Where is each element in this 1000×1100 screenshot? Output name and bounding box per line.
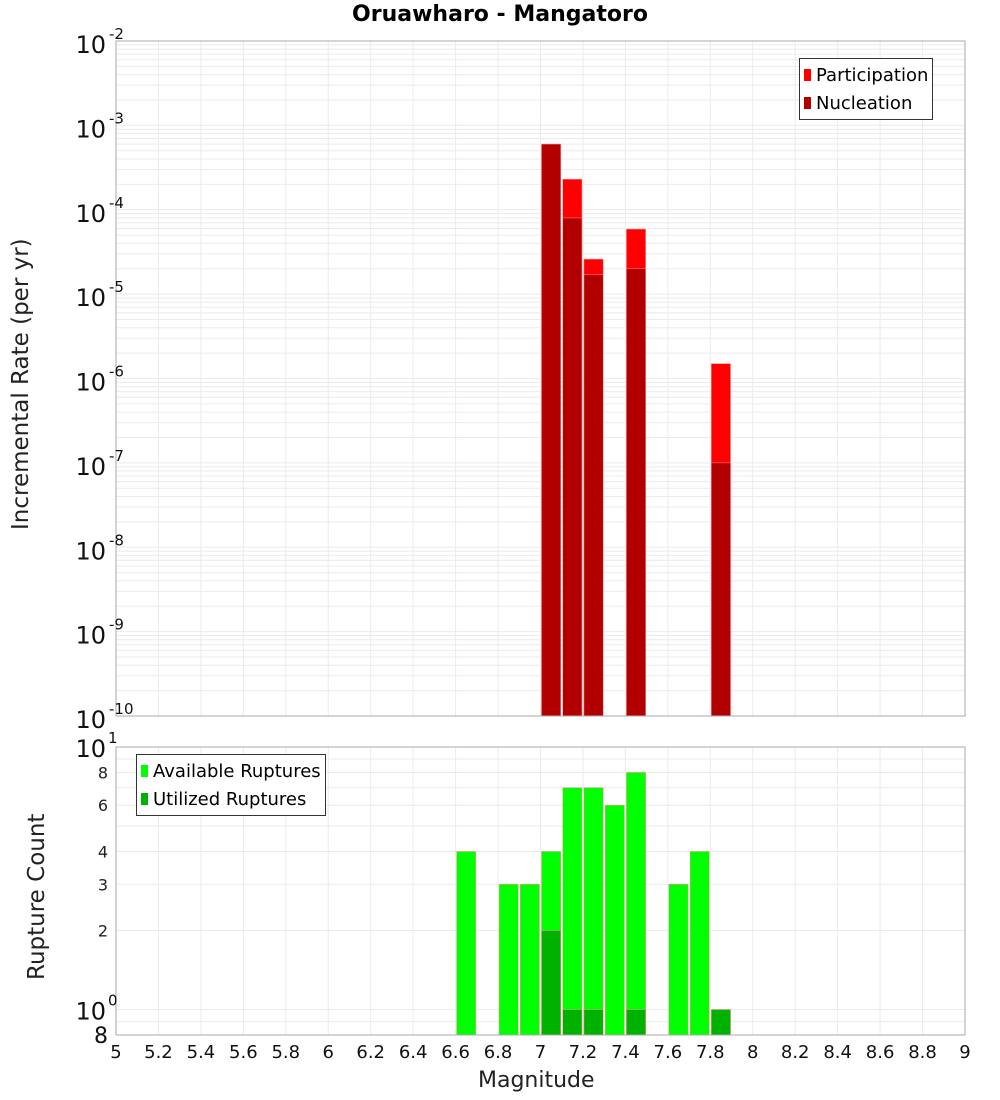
bar [604, 804, 625, 1036]
svg-text:10: 10 [75, 200, 106, 228]
svg-text:10: 10 [75, 706, 106, 734]
top-y-axis-label: Incremental Rate (per yr) [8, 238, 34, 530]
bar [626, 1009, 646, 1036]
svg-text:10: 10 [75, 622, 106, 650]
legend-label: Participation [816, 64, 929, 86]
bar [562, 787, 583, 1036]
utilized-swatch [141, 793, 148, 805]
svg-text:5.6: 5.6 [229, 1042, 258, 1063]
svg-text:0: 0 [108, 992, 118, 1010]
svg-text:10: 10 [75, 537, 106, 565]
svg-text:-6: -6 [109, 363, 124, 381]
bar [520, 884, 540, 1036]
available-swatch [141, 765, 148, 777]
svg-text:8: 8 [747, 1042, 758, 1063]
svg-text:10: 10 [75, 284, 106, 312]
bar [562, 217, 583, 717]
svg-text:8.4: 8.4 [823, 1042, 852, 1063]
svg-text:-8: -8 [109, 531, 124, 549]
bar [541, 930, 561, 1036]
svg-text:7.8: 7.8 [696, 1042, 725, 1063]
x-axis-label: Magnitude [478, 1068, 595, 1093]
svg-text:5.8: 5.8 [271, 1042, 300, 1063]
participation-swatch [804, 69, 811, 81]
svg-text:9: 9 [959, 1042, 970, 1063]
svg-text:7.4: 7.4 [611, 1042, 640, 1063]
svg-text:6.2: 6.2 [356, 1042, 385, 1063]
svg-text:8.2: 8.2 [781, 1042, 810, 1063]
svg-text:7.2: 7.2 [569, 1042, 598, 1063]
bar [498, 884, 519, 1036]
bar [711, 462, 731, 717]
svg-text:10: 10 [75, 369, 106, 397]
legend-label: Available Ruptures [153, 760, 321, 782]
legend-label: Utilized Ruptures [153, 788, 307, 810]
svg-text:1: 1 [108, 729, 118, 747]
svg-text:8: 8 [98, 763, 108, 782]
svg-text:10: 10 [75, 115, 106, 143]
svg-text:6.8: 6.8 [484, 1042, 513, 1063]
legend-item-available: Available Ruptures [141, 757, 321, 785]
bar [541, 143, 561, 717]
bar [562, 1009, 583, 1036]
svg-text:6: 6 [323, 1042, 334, 1063]
svg-text:6.6: 6.6 [441, 1042, 470, 1063]
svg-text:-9: -9 [109, 616, 124, 634]
svg-text:-10: -10 [109, 700, 134, 718]
bar [711, 1009, 731, 1036]
svg-text:10: 10 [75, 998, 106, 1026]
legend-item-nucleation: Nucleation [804, 89, 928, 117]
chart-title: Oruawharo - Mangatoro [352, 2, 648, 27]
bottom-y-axis-label: Rupture Count [24, 813, 50, 980]
svg-text:-7: -7 [109, 447, 124, 465]
top-legend: Participation Nucleation [799, 58, 934, 120]
bottom-legend: Available Ruptures Utilized Ruptures [136, 754, 326, 816]
svg-text:-5: -5 [109, 278, 124, 296]
svg-text:3: 3 [98, 875, 108, 894]
svg-text:8.6: 8.6 [866, 1042, 895, 1063]
svg-text:8.8: 8.8 [908, 1042, 937, 1063]
svg-text:6: 6 [98, 796, 108, 815]
svg-text:10: 10 [75, 31, 106, 59]
svg-text:10: 10 [75, 453, 106, 481]
bar [583, 787, 604, 1036]
bar [583, 274, 604, 717]
bar [583, 1009, 604, 1036]
bar [668, 884, 689, 1036]
svg-text:5: 5 [110, 1042, 121, 1063]
svg-text:2: 2 [98, 922, 108, 941]
svg-text:7: 7 [535, 1042, 546, 1063]
svg-text:10: 10 [75, 735, 106, 763]
svg-text:6.4: 6.4 [399, 1042, 428, 1063]
nucleation-swatch [804, 97, 811, 109]
legend-item-participation: Participation [804, 61, 928, 89]
svg-text:-2: -2 [109, 25, 124, 43]
legend-label: Nucleation [816, 92, 913, 114]
legend-item-utilized: Utilized Ruptures [141, 785, 321, 813]
bar [626, 268, 646, 717]
svg-text:-3: -3 [109, 109, 124, 127]
bar [689, 851, 710, 1036]
svg-text:8: 8 [94, 1024, 108, 1049]
bar [456, 851, 477, 1036]
svg-text:4: 4 [98, 842, 108, 861]
svg-text:7.6: 7.6 [654, 1042, 683, 1063]
svg-text:5.4: 5.4 [187, 1042, 216, 1063]
svg-text:-4: -4 [109, 194, 124, 212]
svg-text:5.2: 5.2 [144, 1042, 173, 1063]
bar [626, 772, 646, 1036]
